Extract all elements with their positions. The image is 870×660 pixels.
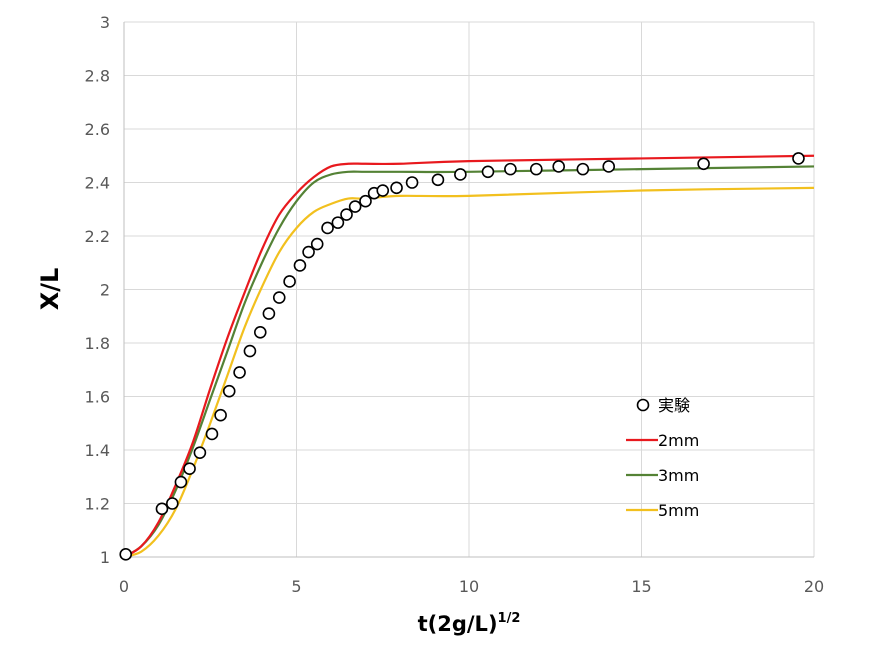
data-point — [405, 176, 419, 189]
legend-label: 実験 — [658, 396, 690, 415]
x-axis-title-sup: 1/2 — [498, 611, 521, 626]
y-tick-label: 2.6 — [85, 120, 110, 139]
y-tick-label: 1.4 — [85, 441, 110, 460]
data-point — [310, 237, 324, 251]
data-point — [174, 475, 188, 489]
data-point — [697, 157, 710, 171]
data-point — [376, 184, 390, 197]
legend-item: 実験 — [636, 396, 690, 415]
y-tick-label: 3 — [100, 13, 110, 32]
x-axis-title: t(2g/L)1/2 — [418, 611, 521, 636]
data-point — [272, 291, 286, 304]
data-point — [253, 325, 267, 339]
data-point — [222, 384, 236, 398]
data-point — [359, 194, 372, 208]
y-tick-label: 1.8 — [85, 334, 110, 353]
x-tick-label: 15 — [631, 577, 651, 596]
legend-item: 3mm — [626, 466, 699, 485]
data-point — [119, 548, 133, 561]
data-point — [205, 427, 219, 441]
data-point — [331, 216, 345, 229]
y-tick-label: 2.4 — [85, 174, 110, 193]
data-point — [529, 162, 543, 176]
legend-label: 5mm — [658, 501, 699, 520]
data-point — [504, 162, 517, 176]
data-point — [602, 160, 616, 173]
series-points — [119, 152, 805, 561]
data-point — [454, 168, 467, 181]
data-point — [481, 165, 495, 179]
data-point — [243, 344, 257, 358]
data-point — [193, 446, 207, 459]
y-tick-label: 2.8 — [85, 67, 110, 86]
x-tick-label: 5 — [291, 577, 301, 596]
legend-label: 2mm — [658, 431, 699, 450]
data-point — [552, 160, 566, 173]
y-axis-title: X/L — [36, 268, 64, 311]
data-point — [262, 307, 276, 320]
y-tick-label: 1.6 — [85, 388, 110, 407]
data-point — [348, 200, 362, 213]
y-tick-label: 1.2 — [85, 495, 110, 514]
data-point — [166, 497, 179, 510]
x-tick-label: 20 — [804, 577, 824, 596]
legend-item: 5mm — [626, 501, 699, 520]
data-point — [302, 245, 315, 259]
x-tick-label: 0 — [119, 577, 129, 596]
x-tick-label: 10 — [459, 577, 479, 596]
gridlines — [124, 21, 815, 557]
data-point — [233, 366, 246, 379]
data-point — [214, 408, 227, 422]
data-point — [340, 208, 353, 221]
legend-label: 3mm — [658, 466, 699, 485]
data-point — [576, 162, 590, 176]
legend: 実験 2mm 3mm 5mm — [626, 396, 699, 520]
data-point — [155, 502, 169, 516]
y-tick-label: 2 — [100, 281, 110, 300]
data-point — [390, 181, 403, 195]
data-point — [431, 173, 445, 187]
data-point — [183, 462, 196, 476]
legend-marker — [636, 398, 650, 412]
data-point — [293, 259, 307, 272]
data-point — [283, 275, 296, 288]
x-axis-title-main: t(2g/L) — [418, 612, 498, 636]
y-tick-labels: 1 1.2 1.4 1.6 1.8 2 2.2 2.4 2.6 2.8 3 — [85, 13, 110, 567]
data-point — [321, 221, 334, 235]
data-point — [792, 152, 805, 165]
legend-item: 2mm — [626, 431, 699, 450]
y-tick-label: 2.2 — [85, 227, 110, 246]
y-tick-label: 1 — [100, 548, 110, 567]
axes — [123, 22, 814, 558]
x-tick-labels: 0 5 10 15 20 — [119, 577, 824, 596]
